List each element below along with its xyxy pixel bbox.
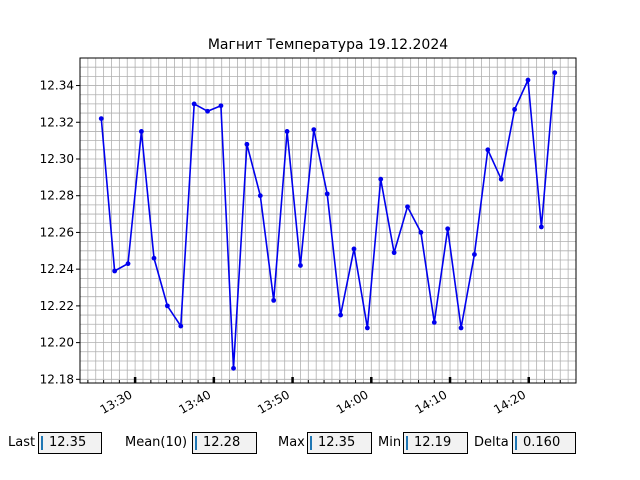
x-tick-label: 14:20: [491, 387, 528, 416]
plot-frame: [79, 57, 577, 384]
data-point: [112, 268, 118, 274]
stat-max-field[interactable]: 12.35: [307, 432, 372, 454]
y-tick-label: 12.34: [40, 79, 74, 93]
data-point: [139, 129, 144, 134]
chart-title: Магнит Температура 19.12.2024: [208, 37, 448, 53]
data-point: [218, 103, 224, 109]
stat-delta-label: Delta: [474, 435, 509, 450]
data-point: [191, 101, 197, 107]
data-point: [418, 230, 424, 235]
data-point: [125, 261, 131, 267]
data-point: [378, 176, 384, 182]
stat-max-value: 12.35: [318, 435, 356, 450]
data-point: [324, 191, 330, 197]
data-point: [178, 323, 184, 329]
stat-delta-field[interactable]: 0.160: [512, 432, 576, 454]
data-point: [257, 193, 263, 199]
chart-grid: [79, 57, 577, 383]
text-caret: [515, 436, 517, 450]
stat-last-label: Last: [8, 435, 36, 450]
x-tick-label: 13:40: [176, 387, 213, 416]
y-tick-label: 12.22: [40, 299, 74, 313]
stat-min-label: Min: [378, 435, 402, 450]
y-tick-label: 12.28: [40, 189, 74, 203]
data-point: [351, 246, 357, 252]
data-point: [525, 77, 531, 83]
data-point: [458, 325, 464, 331]
data-point: [391, 250, 397, 256]
stat-last-field[interactable]: 12.35: [38, 432, 102, 454]
text-caret: [41, 436, 43, 450]
stat-mean-label: Mean(10): [125, 435, 188, 450]
data-point: [271, 297, 277, 303]
y-tick-label: 12.32: [40, 115, 74, 129]
y-tick-label: 12.20: [40, 336, 74, 350]
stat-mean-field[interactable]: 12.28: [192, 432, 257, 454]
data-point: [284, 129, 290, 134]
data-point: [538, 224, 544, 230]
text-caret: [195, 436, 197, 450]
stat-min-value: 12.19: [414, 435, 452, 450]
y-tick-label: 12.24: [40, 262, 74, 276]
stat-mean-value: 12.28: [203, 435, 241, 450]
data-point: [338, 312, 343, 318]
x-tick-label: 14:10: [413, 387, 450, 416]
data-point: [445, 226, 451, 232]
stat-last-value: 12.35: [49, 435, 87, 450]
data-point: [472, 252, 477, 257]
data-point: [485, 147, 491, 153]
x-tick-label: 13:50: [255, 387, 292, 416]
data-point: [311, 127, 317, 133]
data-point: [231, 365, 236, 371]
stat-min-field[interactable]: 12.19: [403, 432, 468, 454]
data-point: [205, 108, 210, 114]
x-tick-label: 13:30: [98, 387, 135, 416]
data-point: [98, 116, 104, 121]
data-point: [364, 325, 370, 331]
data-point: [405, 204, 410, 210]
data-point: [552, 70, 558, 76]
text-caret: [406, 436, 408, 450]
data-point: [431, 320, 437, 325]
data-point: [151, 255, 157, 261]
y-tick-label: 12.18: [40, 372, 74, 386]
y-tick-label: 12.30: [40, 152, 74, 166]
data-point: [512, 107, 517, 112]
chart-axes: 12.18 12.20 12.22 12.24 12.26 12.28 12.30 12.32…: [40, 79, 577, 417]
stat-max-label: Max: [278, 435, 305, 450]
text-caret: [310, 436, 312, 450]
stat-delta-value: 0.160: [523, 435, 561, 450]
data-point: [164, 303, 170, 309]
data-point: [498, 176, 504, 182]
chart-series: [98, 70, 558, 371]
x-tick-label: 14:00: [334, 387, 371, 416]
y-tick-label: 12.26: [40, 225, 74, 239]
data-point: [244, 141, 250, 147]
data-point: [298, 263, 303, 268]
